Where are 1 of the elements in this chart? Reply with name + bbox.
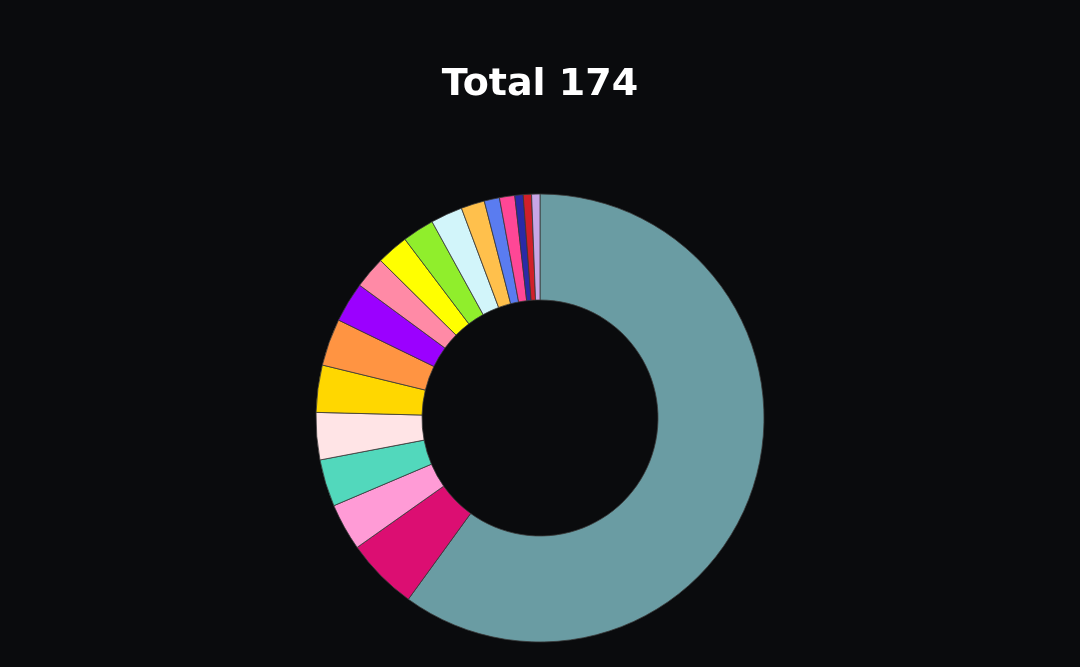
chart-title: Total 174 — [441, 60, 639, 104]
